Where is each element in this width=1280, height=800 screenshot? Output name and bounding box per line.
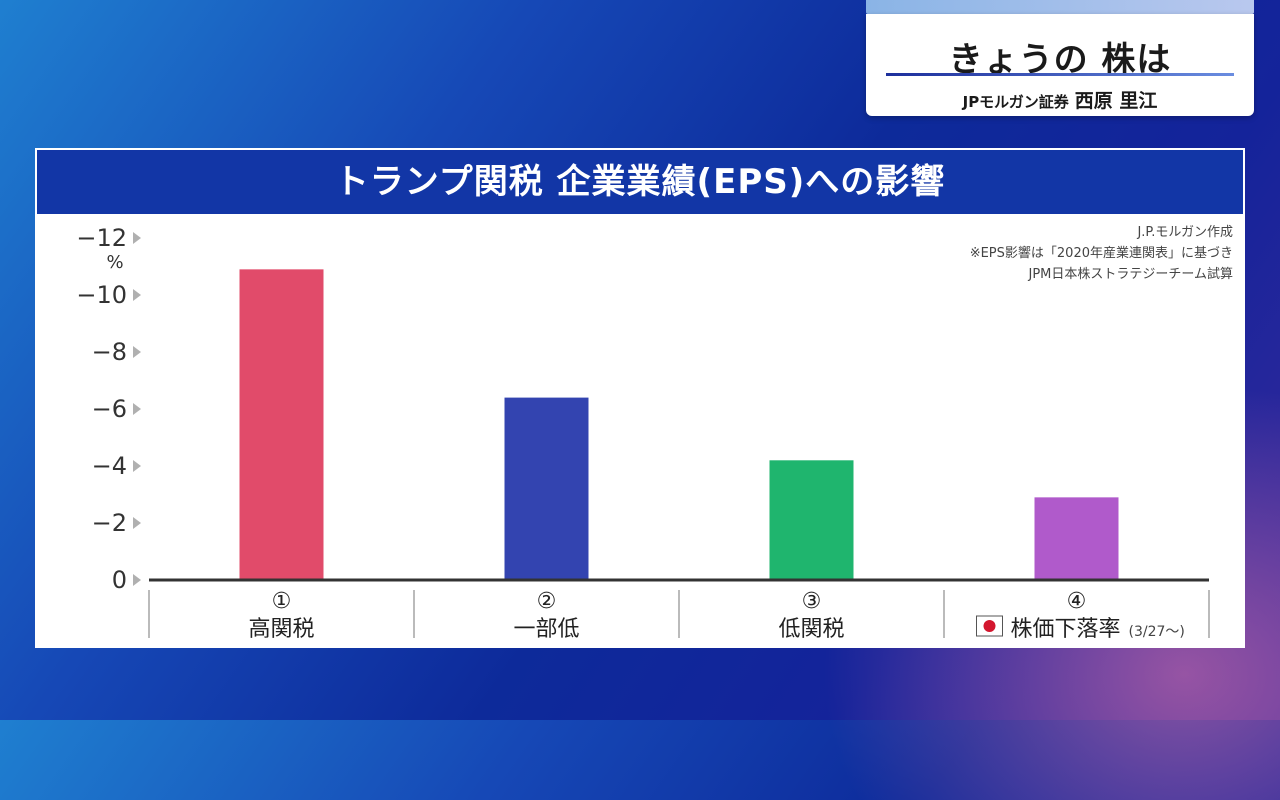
bar-chart: −12 −10 −8 −6 −4 −2 0% ① 高関税 ② 一部低 ③ 低関税 ④ 株価下落率 (3/27〜… xyxy=(76,224,1210,642)
chart-title: トランプ関税 企業業績(EPS)への影響 xyxy=(37,150,1243,214)
category-label-4: 株価下落率 xyxy=(1011,617,1121,642)
y-tick-label: −12 xyxy=(76,224,127,252)
category-number-1: ① xyxy=(272,589,292,614)
bar-4 xyxy=(1034,497,1119,580)
chart-panel: トランプ関税 企業業績(EPS)への影響 J.P.モルガン作成 ※EPS影響は「… xyxy=(35,148,1245,648)
caption-firm: JPモルガン証券 xyxy=(962,93,1069,111)
japan-flag-sun-icon xyxy=(983,620,996,632)
category-number-2: ② xyxy=(537,589,557,614)
y-tick-label: −4 xyxy=(92,452,127,480)
source-notes: J.P.モルガン作成 ※EPS影響は「2020年産業連関表」に基づき JPM日本… xyxy=(970,222,1233,285)
category-label-2: 一部低 xyxy=(513,617,579,642)
source-note-3: JPM日本株ストラテジーチーム試算 xyxy=(1028,267,1234,282)
y-tick-arrow xyxy=(133,232,141,244)
category-label-3: 低関税 xyxy=(778,617,844,642)
y-tick-label: −2 xyxy=(92,509,127,537)
y-tick-label: 0 xyxy=(112,566,127,594)
source-note-1: J.P.モルガン作成 xyxy=(1137,225,1233,240)
y-tick-arrow xyxy=(133,403,141,415)
y-tick-label: −6 xyxy=(92,395,127,423)
caption-person: 西原 里江 xyxy=(1074,90,1158,112)
caption-divider xyxy=(886,73,1234,76)
bar-1 xyxy=(239,269,324,580)
bar-3 xyxy=(769,460,854,580)
y-tick-arrow xyxy=(133,289,141,301)
caption-top-strip xyxy=(866,0,1254,14)
category-label-1: 高関税 xyxy=(248,617,314,642)
bar-2 xyxy=(504,397,589,580)
y-tick-label: −10 xyxy=(76,281,127,309)
category-suffix-4: (3/27〜) xyxy=(1129,624,1185,640)
caption-subtitle: JPモルガン証券 西原 里江 xyxy=(866,86,1254,113)
category-number-3: ③ xyxy=(802,589,822,614)
caption-box: きょうの 株は JPモルガン証券 西原 里江 xyxy=(866,14,1254,116)
y-tick-label: −8 xyxy=(92,338,127,366)
source-note-2: ※EPS影響は「2020年産業連関表」に基づき xyxy=(969,246,1233,261)
y-tick-arrow xyxy=(133,517,141,529)
y-tick-arrow xyxy=(133,346,141,358)
category-number-4: ④ xyxy=(1067,589,1087,614)
y-unit-label: % xyxy=(106,252,123,273)
y-tick-arrow xyxy=(133,574,141,586)
y-tick-arrow xyxy=(133,460,141,472)
